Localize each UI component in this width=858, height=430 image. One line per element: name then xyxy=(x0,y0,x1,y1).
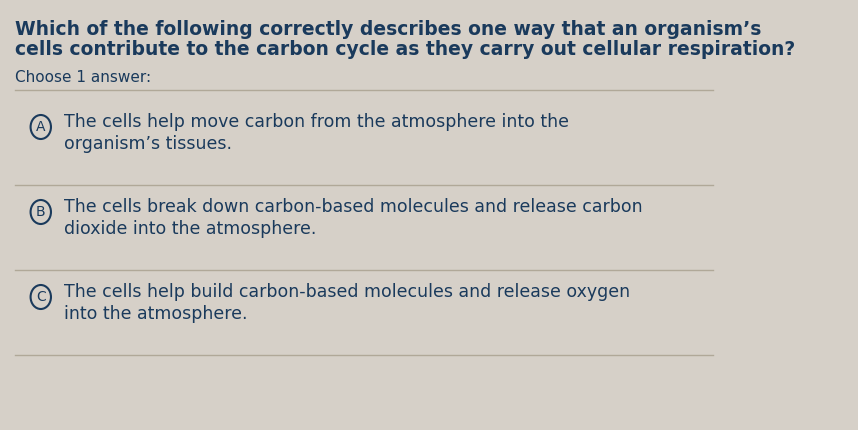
Text: dioxide into the atmosphere.: dioxide into the atmosphere. xyxy=(63,220,316,238)
Text: cells contribute to the carbon cycle as they carry out cellular respiration?: cells contribute to the carbon cycle as … xyxy=(15,40,795,59)
Text: A: A xyxy=(36,120,45,134)
Text: Choose 1 answer:: Choose 1 answer: xyxy=(15,70,151,85)
Text: C: C xyxy=(36,290,45,304)
Text: The cells help build carbon-based molecules and release oxygen: The cells help build carbon-based molecu… xyxy=(63,283,630,301)
Text: The cells break down carbon-based molecules and release carbon: The cells break down carbon-based molecu… xyxy=(63,198,643,216)
Text: organism’s tissues.: organism’s tissues. xyxy=(63,135,232,153)
Text: into the atmosphere.: into the atmosphere. xyxy=(63,305,247,323)
Text: Which of the following correctly describes one way that an organism’s: Which of the following correctly describ… xyxy=(15,20,762,39)
Text: The cells help move carbon from the atmosphere into the: The cells help move carbon from the atmo… xyxy=(63,113,569,131)
Text: B: B xyxy=(36,205,45,219)
